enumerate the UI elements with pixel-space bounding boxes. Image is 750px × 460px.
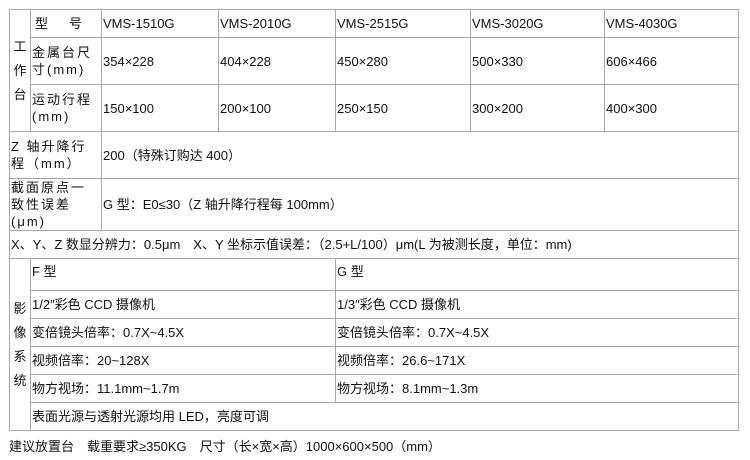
z-travel-row: Z 轴升降行程（mm） 200（特殊订购达 400）	[9, 131, 739, 179]
fov-row: 物方视场：11.1mm~1.7m 物方视场：8.1mm~1.3m	[10, 374, 739, 403]
model-cell: VMS-3020G	[470, 9, 605, 38]
f-video: 视频倍率：20~128X	[30, 346, 336, 375]
z-travel-value: 200（特殊订购达 400）	[101, 131, 739, 179]
metal-table-cell: 354×228	[101, 37, 219, 85]
travel-cell: 400×300	[604, 84, 739, 132]
g-type-label: G 型	[335, 258, 739, 291]
f-zoom: 变倍镜头倍率：0.7X~4.5X	[30, 318, 336, 347]
metal-table-label: 金属台尺寸(mm)	[30, 37, 102, 85]
imaging-type-row: 影像系统 F 型 G 型	[9, 258, 739, 431]
g-camera: 1/3″彩色 CCD 摄像机	[335, 290, 739, 319]
f-camera: 1/2″彩色 CCD 摄像机	[30, 290, 336, 319]
model-row: 工作台 型 号 VMS-1510G VMS-2010G VMS-2515G VM…	[9, 9, 739, 132]
metal-table-cell: 606×466	[604, 37, 739, 85]
travel-row: 运动行程(mm) 150×100 200×100 250×150 300×200…	[10, 84, 739, 132]
metal-table-cell: 450×280	[335, 37, 471, 85]
z-travel-label: Z 轴升降行程（mm）	[9, 131, 102, 179]
imaging-section-label: 影像系统	[9, 258, 31, 431]
model-cell: VMS-1510G	[101, 9, 219, 38]
zoom-row: 变倍镜头倍率：0.7X~4.5X 变倍镜头倍率：0.7X~4.5X	[10, 318, 739, 347]
footer-note: 建议放置台 载重要求≥350KG 尺寸（长×宽×高）1000×600×500（m…	[9, 439, 441, 454]
g-video: 视频倍率：26.6~171X	[335, 346, 739, 375]
light-row: 表面光源与透射光源均用 LED，亮度可调	[10, 402, 739, 431]
model-cell: VMS-2010G	[218, 9, 336, 38]
model-label: 型 号	[30, 9, 102, 38]
travel-cell: 200×100	[218, 84, 336, 132]
f-fov: 物方视场：11.1mm~1.7m	[30, 374, 336, 403]
video-row: 视频倍率：20~128X 视频倍率：26.6~171X	[10, 346, 739, 375]
metal-table-row: 金属台尺寸(mm) 354×228 404×228 450×280 500×33…	[10, 37, 739, 85]
metal-table-cell: 500×330	[470, 37, 605, 85]
travel-cell: 150×100	[101, 84, 219, 132]
workbench-section-label: 工作台	[9, 9, 31, 132]
f-type-label: F 型	[30, 258, 336, 291]
travel-cell: 300×200	[470, 84, 605, 132]
model-cell: VMS-2515G	[335, 9, 471, 38]
origin-error-row: 截面原点一致性误差(μm) G 型：E0≤30（Z 轴升降行程每 100mm）	[9, 178, 739, 231]
origin-error-label: 截面原点一致性误差(μm)	[9, 178, 102, 231]
travel-label: 运动行程(mm)	[30, 84, 102, 132]
resolution-row: X、Y、Z 数显分辨力：0.5μm X、Y 坐标示值误差：（2.5+L/100）…	[9, 230, 739, 259]
camera-row: 1/2″彩色 CCD 摄像机 1/3″彩色 CCD 摄像机	[10, 290, 739, 319]
model-cell: VMS-4030G	[604, 9, 739, 38]
spec-table: 工作台 型 号 VMS-1510G VMS-2010G VMS-2515G VM…	[9, 9, 739, 431]
metal-table-cell: 404×228	[218, 37, 336, 85]
g-zoom: 变倍镜头倍率：0.7X~4.5X	[335, 318, 739, 347]
g-fov: 物方视场：8.1mm~1.3m	[335, 374, 739, 403]
light-text: 表面光源与透射光源均用 LED，亮度可调	[30, 402, 739, 431]
resolution-text: X、Y、Z 数显分辨力：0.5μm X、Y 坐标示值误差：（2.5+L/100）…	[9, 230, 739, 259]
origin-error-value: G 型：E0≤30（Z 轴升降行程每 100mm）	[101, 178, 739, 231]
travel-cell: 250×150	[335, 84, 471, 132]
